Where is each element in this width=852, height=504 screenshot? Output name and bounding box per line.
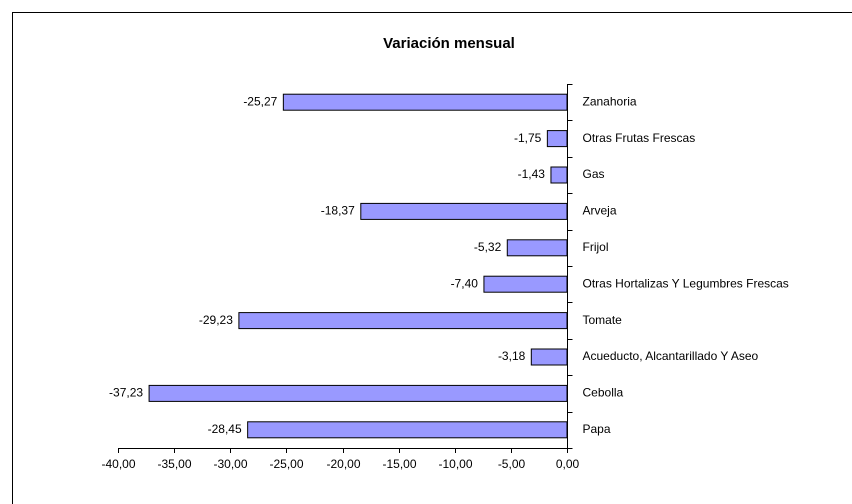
- bar: [247, 421, 568, 439]
- y-tick-label: Otras Frutas Frescas: [583, 131, 696, 145]
- x-tick-label: -30,00: [213, 457, 247, 471]
- value-label: -1,43: [518, 167, 546, 181]
- y-tick-label: Zanahoria: [583, 94, 637, 108]
- y-tick-label: Papa: [583, 422, 611, 436]
- y-tick-label: Acueducto, Alcantarillado Y Aseo: [583, 349, 759, 363]
- value-label: -25,27: [243, 94, 277, 108]
- x-tick-label: -40,00: [101, 457, 135, 471]
- value-label: -18,37: [321, 204, 355, 218]
- y-tick-label: Cebolla: [583, 386, 624, 400]
- y-tick-label: Gas: [583, 167, 605, 181]
- value-label: -37,23: [109, 386, 143, 400]
- x-tick-label: -35,00: [157, 457, 191, 471]
- value-label: -1,75: [514, 131, 542, 145]
- x-tick-label: -15,00: [382, 457, 416, 471]
- y-tick-label: Tomate: [583, 313, 623, 327]
- x-tick-label: -10,00: [438, 457, 472, 471]
- bar: [483, 275, 568, 293]
- bar: [546, 130, 568, 148]
- y-tick-label: Otras Hortalizas Y Legumbres Frescas: [583, 276, 789, 290]
- bar: [530, 348, 568, 366]
- bar: [550, 166, 568, 184]
- chart-title: Variación mensual: [383, 35, 515, 52]
- bar: [238, 312, 568, 330]
- value-label: -5,32: [474, 240, 502, 254]
- value-label: -7,40: [451, 276, 479, 290]
- value-label: -28,45: [208, 422, 242, 436]
- y-tick-label: Frijol: [583, 240, 609, 254]
- bar: [506, 239, 568, 257]
- bar: [148, 384, 568, 402]
- y-tick-label: Arveja: [583, 204, 617, 218]
- bar: [282, 93, 568, 111]
- x-tick-label: -5,00: [498, 457, 526, 471]
- value-label: -29,23: [199, 313, 233, 327]
- bar: [360, 202, 568, 220]
- x-tick-label: 0,00: [556, 457, 580, 471]
- x-tick-label: -25,00: [269, 457, 303, 471]
- value-label: -3,18: [498, 349, 526, 363]
- x-tick-label: -20,00: [326, 457, 360, 471]
